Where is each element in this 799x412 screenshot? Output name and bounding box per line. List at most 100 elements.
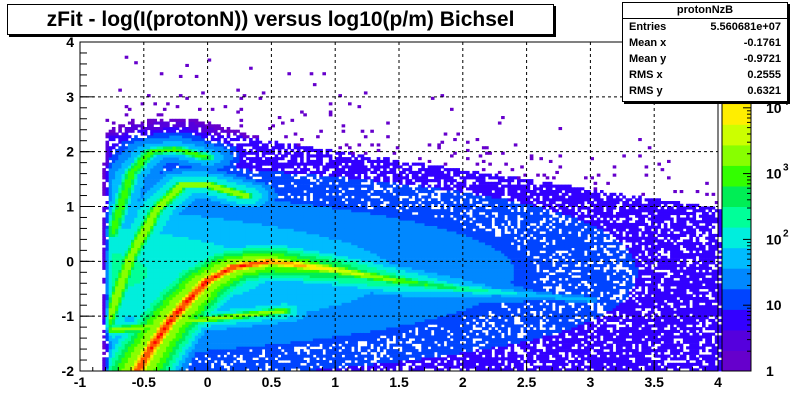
heatmap-cell <box>115 307 119 311</box>
heatmap-cell <box>115 217 119 221</box>
heatmap-cell <box>166 272 170 276</box>
heatmap-cell <box>214 165 218 169</box>
heatmap-cell <box>159 277 164 281</box>
heatmap-cell <box>284 181 288 185</box>
heatmap-cell <box>105 206 110 210</box>
heatmap-cell <box>284 338 288 342</box>
heatmap-cell <box>156 316 161 320</box>
heatmap-cell <box>281 198 285 202</box>
heatmap-cell <box>118 264 122 268</box>
heatmap-cell <box>220 217 224 221</box>
heatmap-cell <box>159 280 164 284</box>
heatmap-cell <box>188 231 193 235</box>
heatmap-cell <box>284 201 288 205</box>
heatmap-cell <box>143 206 148 210</box>
heatmap-cell <box>277 233 282 237</box>
heatmap-cell <box>233 181 237 185</box>
heatmap-cell <box>220 329 224 333</box>
heatmap-cell <box>188 302 193 306</box>
heatmap-cell <box>111 310 116 314</box>
heatmap-cell <box>140 187 145 191</box>
heatmap-cell <box>108 335 113 339</box>
heatmap-cell <box>169 253 173 257</box>
heatmap-cell <box>261 368 266 372</box>
heatmap-cell <box>143 354 148 358</box>
heatmap-cell <box>169 329 173 333</box>
heatmap-cell <box>105 231 110 235</box>
heatmap-cell <box>207 244 212 248</box>
heatmap-cell <box>226 135 231 139</box>
heatmap-cell <box>252 327 256 331</box>
heatmap-cell <box>201 316 205 320</box>
heatmap-cell <box>147 184 151 188</box>
heatmap-cell <box>261 168 266 172</box>
heatmap-cell <box>178 220 183 224</box>
heatmap-cell <box>156 357 161 361</box>
heatmap-cell <box>182 187 186 191</box>
heatmap-cell <box>111 307 116 311</box>
heatmap-cell <box>159 236 164 240</box>
heatmap-cell <box>271 181 275 185</box>
heatmap-cell <box>281 272 285 276</box>
heatmap-cell <box>220 261 224 265</box>
heatmap-cell <box>172 368 177 372</box>
heatmap-cell <box>265 203 269 207</box>
heatmap-cell <box>108 264 113 268</box>
heatmap-cell <box>159 360 164 364</box>
heatmap-cell <box>143 329 148 333</box>
heatmap-cell <box>131 321 135 325</box>
heatmap-cell <box>258 217 263 221</box>
heatmap-cell <box>271 162 275 166</box>
heatmap-cell <box>137 195 141 199</box>
heatmap-cell <box>140 209 145 213</box>
heatmap-cell <box>159 291 164 295</box>
heatmap-cell <box>252 203 256 207</box>
heatmap-cell <box>191 170 196 174</box>
heatmap-cell <box>178 272 183 276</box>
heatmap-cell <box>156 236 161 240</box>
heatmap-cell <box>105 217 110 221</box>
heatmap-cell <box>127 173 132 177</box>
heatmap-cell <box>226 340 231 344</box>
heatmap-cell <box>108 316 113 320</box>
heatmap-cell <box>127 266 132 270</box>
heatmap-cell <box>198 253 202 257</box>
heatmap-cell <box>124 231 129 235</box>
heatmap-cell <box>143 162 148 166</box>
heatmap-cell <box>172 338 177 342</box>
heatmap-cell <box>140 170 145 174</box>
heatmap-cell <box>178 269 183 273</box>
heatmap-cell <box>137 340 141 344</box>
heatmap-cell <box>169 135 173 139</box>
heatmap-cell <box>284 239 288 243</box>
heatmap-cell <box>127 242 132 246</box>
heatmap-cell <box>178 349 183 353</box>
heatmap-cell <box>242 294 247 298</box>
heatmap-cell <box>124 321 129 325</box>
heatmap-cell <box>134 316 138 320</box>
heatmap-cell <box>252 283 256 287</box>
heatmap-cell <box>261 159 266 163</box>
heatmap-cell <box>252 201 256 205</box>
heatmap-cell <box>127 192 132 196</box>
heatmap-cell <box>265 360 269 364</box>
heatmap-cell <box>217 275 221 279</box>
heatmap-cell <box>153 159 157 163</box>
heatmap-cell <box>281 365 285 369</box>
heatmap-cell <box>188 255 193 259</box>
heatmap-cell <box>134 165 138 169</box>
heatmap-cell <box>182 220 186 224</box>
heatmap-cell <box>121 162 126 166</box>
heatmap-cell <box>105 233 110 237</box>
heatmap-cell <box>153 332 157 336</box>
heatmap-cell <box>121 201 126 205</box>
heatmap-cell <box>105 132 110 136</box>
heatmap-cell <box>105 346 110 350</box>
heatmap-cell <box>236 277 240 281</box>
heatmap-cell <box>204 253 208 257</box>
heatmap-cell <box>284 305 288 309</box>
heatmap-cell <box>220 357 224 361</box>
heatmap-cell <box>249 288 253 292</box>
heatmap-cell <box>121 272 126 276</box>
heatmap-cell <box>274 297 279 301</box>
